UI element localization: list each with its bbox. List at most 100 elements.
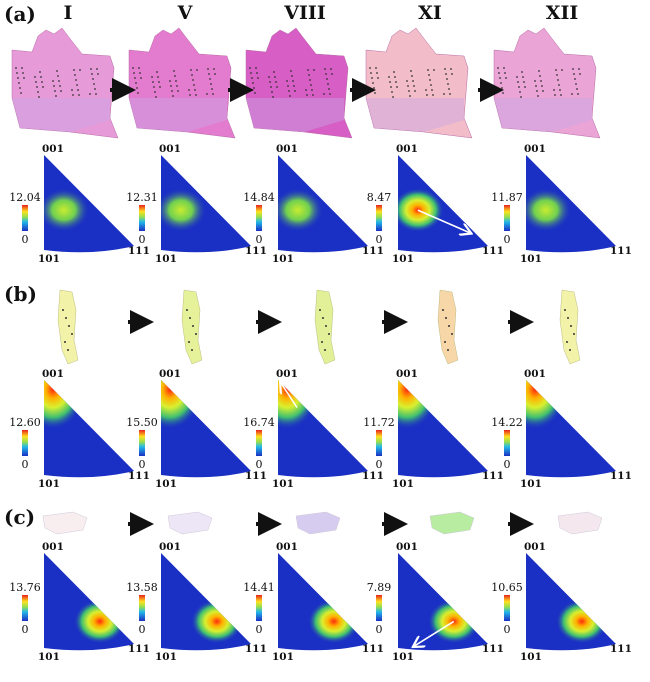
texture-maximum-spot xyxy=(44,188,90,233)
precipitate-dot xyxy=(137,92,139,94)
grain-map-shape xyxy=(245,27,353,139)
precipitate-dot xyxy=(408,90,410,92)
precipitate-dot xyxy=(62,309,64,311)
pole-label-001: 001 xyxy=(396,143,418,155)
precipitate-dot xyxy=(195,94,197,96)
precipitate-dot xyxy=(256,72,258,74)
texture-maximum-spot xyxy=(44,380,85,430)
precipitate-dot xyxy=(287,85,289,87)
pole-label-001: 001 xyxy=(159,368,181,380)
precipitate-dot xyxy=(394,76,396,78)
grain-shape xyxy=(181,289,203,365)
precipitate-dot xyxy=(523,81,525,83)
precipitate-dot xyxy=(169,80,171,82)
precipitate-dot xyxy=(310,84,312,86)
precipitate-dot xyxy=(542,90,544,92)
precipitate-dot xyxy=(75,79,77,81)
precipitate-dot xyxy=(153,86,155,88)
precipitate-dot xyxy=(557,79,559,81)
texture-maximum-spot xyxy=(161,380,202,430)
precipitate-dot xyxy=(214,73,216,75)
texture-maximum-spot xyxy=(161,188,207,233)
precipitate-dot xyxy=(20,92,22,94)
precipitate-dot xyxy=(140,77,142,79)
precipitate-dot xyxy=(158,81,160,83)
precipitate-dot xyxy=(68,325,70,327)
grain-shape xyxy=(57,289,79,365)
precipitate-dot xyxy=(569,349,571,351)
precipitate-dot xyxy=(447,83,449,85)
color-scale-max-label: 16.74 xyxy=(243,416,275,429)
pole-label-111: 111 xyxy=(482,245,504,257)
grain-shape xyxy=(559,289,581,365)
precipitate-dot xyxy=(329,93,331,95)
color-scale-bar xyxy=(376,205,382,231)
precipitate-dot xyxy=(322,317,324,319)
precipitate-dot xyxy=(328,88,330,90)
precipitate-dot xyxy=(451,333,453,335)
color-scale-bar xyxy=(256,430,262,456)
precipitate-dot xyxy=(175,80,177,82)
color-scale-min-label: 0 xyxy=(22,233,29,246)
precipitate-dot xyxy=(211,88,213,90)
orientation-map-a-0 xyxy=(11,27,119,139)
precipitate-dot xyxy=(192,325,194,327)
grain-shape xyxy=(42,511,88,535)
precipitate-dot xyxy=(449,93,451,95)
precipitate-dot xyxy=(34,76,36,78)
color-scale-min-label: 0 xyxy=(256,233,263,246)
precipitate-dot xyxy=(52,80,54,82)
precipitate-dot xyxy=(369,67,371,69)
precipitate-dot xyxy=(65,317,67,319)
precipitate-dot xyxy=(291,75,293,77)
pole-label-111: 111 xyxy=(610,643,632,655)
precipitate-dot xyxy=(269,81,271,83)
color-scale-max-label: 13.58 xyxy=(126,581,158,594)
grain-shape xyxy=(437,289,459,365)
precipitate-dot xyxy=(579,73,581,75)
precipitate-dot xyxy=(186,309,188,311)
precipitate-dot xyxy=(17,77,19,79)
precipitate-dot xyxy=(294,90,296,92)
precipitate-dot xyxy=(425,89,427,91)
pole-label-111: 111 xyxy=(482,470,504,482)
pole-label-001: 001 xyxy=(276,541,298,553)
grain-map-shape xyxy=(493,27,601,139)
grain-image-b-3 xyxy=(437,289,459,365)
precipitate-dot xyxy=(395,81,397,83)
precipitate-dot xyxy=(77,89,79,91)
color-scale-min-label: 0 xyxy=(504,458,511,471)
precipitate-dot xyxy=(172,95,174,97)
orientation-map-a-2 xyxy=(245,27,353,139)
precipitate-dot xyxy=(430,84,432,86)
color-scale-bar xyxy=(22,205,28,231)
precipitate-dot xyxy=(292,80,294,82)
precipitate-dot xyxy=(409,95,411,97)
grain-map-lower-region xyxy=(129,98,227,132)
precipitate-dot xyxy=(55,95,57,97)
precipitate-dot xyxy=(541,85,543,87)
precipitate-dot xyxy=(505,77,507,79)
color-scale-min-label: 0 xyxy=(139,458,146,471)
precipitate-dot xyxy=(59,85,61,87)
precipitate-dot xyxy=(375,67,377,69)
grain-image-b-0 xyxy=(57,289,79,365)
color-scale-max-label: 11.72 xyxy=(363,416,395,429)
precipitate-dot xyxy=(324,68,326,70)
precipitate-dot xyxy=(448,325,450,327)
precipitate-dot xyxy=(276,86,278,88)
precipitate-dot xyxy=(377,77,379,79)
pole-label-001: 001 xyxy=(524,143,546,155)
precipitate-dot xyxy=(89,93,91,95)
precipitate-dot xyxy=(522,76,524,78)
precipitate-dot xyxy=(325,73,327,75)
precipitate-dot xyxy=(370,72,372,74)
texture-maximum-spot xyxy=(555,599,608,644)
precipitate-dot xyxy=(190,69,192,71)
precipitate-dot xyxy=(539,75,541,77)
color-scale-bar xyxy=(256,595,262,621)
precipitate-dot xyxy=(170,85,172,87)
precipitate-dot xyxy=(433,69,435,71)
precipitate-dot xyxy=(325,325,327,327)
